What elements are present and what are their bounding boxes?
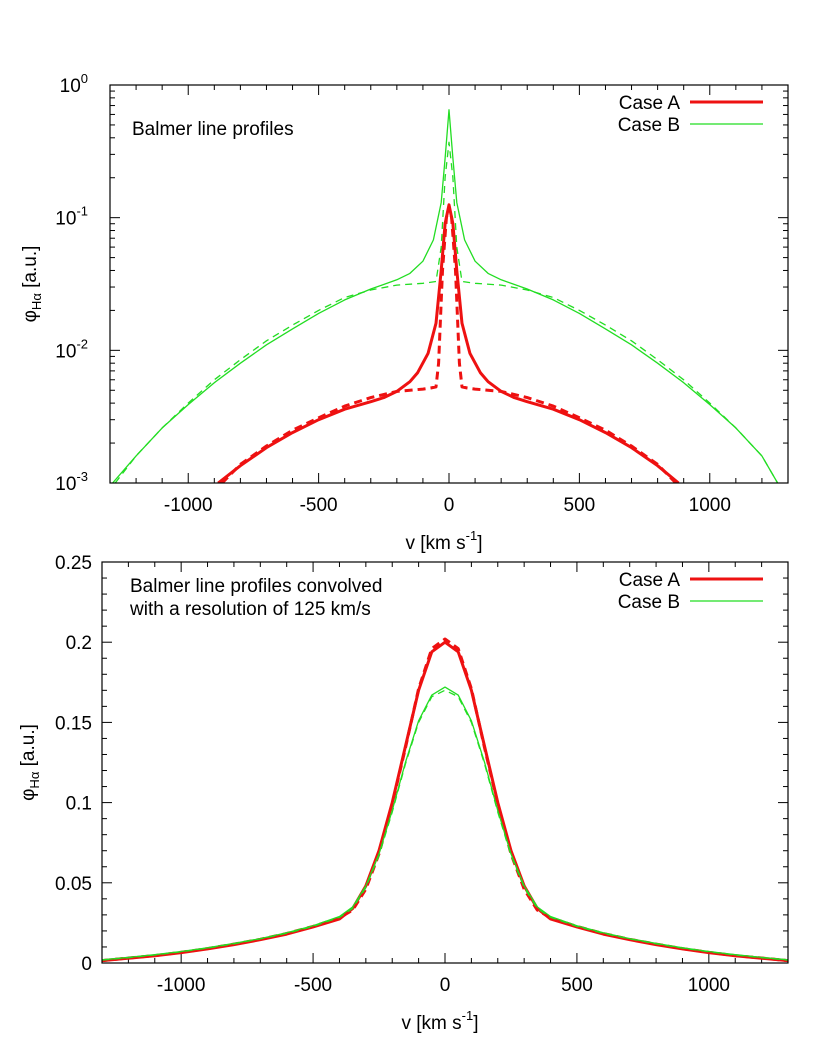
chart-annotation: Balmer line profiles convolved (130, 576, 382, 597)
y-axis-label: φHα [a.u.] (20, 246, 44, 323)
y-tick-label: 0.2 (66, 633, 92, 654)
y-tick-label: 0.25 (55, 553, 92, 574)
x-tick-label: 0 (444, 495, 455, 516)
legend-label: Case B (618, 592, 680, 613)
series-case-a-solid (217, 203, 680, 483)
y-tick-label: 0.05 (55, 874, 92, 895)
x-axis-label: v [km s-1] (401, 1008, 478, 1034)
plot-frame (101, 561, 789, 964)
legend-label: Case A (619, 570, 681, 591)
x-tick-label: -1000 (164, 495, 213, 516)
series-case-b-solid (112, 109, 779, 483)
series-case-b-solid (102, 686, 788, 961)
x-tick-label: 500 (561, 975, 593, 996)
chart-annotation: with a resolution of 125 km/s (129, 599, 371, 620)
y-tick-label: 0.15 (55, 713, 92, 734)
x-tick-label: -500 (294, 975, 332, 996)
y-tick-label: 10-2 (55, 336, 88, 362)
series-case-a-solid (102, 640, 788, 963)
x-tick-label: 1000 (688, 975, 730, 996)
x-tick-label: 0 (440, 975, 451, 996)
y-tick-label: 0.1 (66, 794, 92, 815)
y-axis-label: φHα [a.u.] (18, 724, 42, 801)
plot-frame (109, 84, 789, 484)
x-tick-label: -1000 (157, 975, 206, 996)
y-tick-label: 10-1 (55, 204, 88, 230)
y-tick-label: 100 (60, 71, 88, 97)
series-case-a-dashed (221, 205, 677, 483)
legend-label: Case A (619, 93, 681, 114)
series-case-b-dashed (102, 689, 788, 961)
x-tick-label: 500 (564, 495, 596, 516)
y-tick-label: 10-3 (55, 469, 88, 495)
chart-2: -1000 -500 0 500 1000 0 0.05 0.1 0.15 0.2 0.25 Balm… (18, 553, 789, 1034)
x-tick-label: -500 (300, 495, 338, 516)
chart-1: -1000 -500 0 500 1000 100 10-1 10-2 10-3 Balmer l… (20, 71, 789, 554)
x-axis-label: v [km s-1] (405, 528, 482, 554)
legend-label: Case B (618, 115, 680, 136)
x-tick-label: 1000 (689, 495, 731, 516)
y-tick-label: 0 (81, 954, 92, 975)
series-case-b-dashed (114, 141, 779, 483)
chart-annotation: Balmer line profiles (132, 119, 294, 140)
